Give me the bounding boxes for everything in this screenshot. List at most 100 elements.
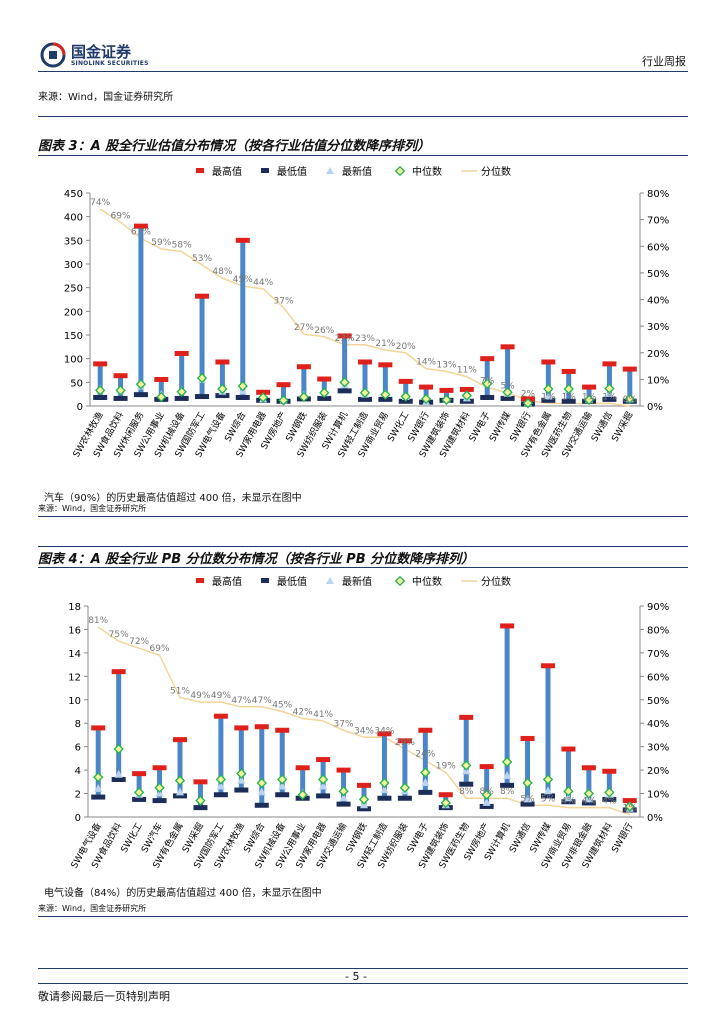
median-marker bbox=[624, 801, 635, 812]
legend-min-swatch bbox=[261, 168, 269, 173]
min-marker bbox=[541, 397, 556, 403]
percentile-label: 45% bbox=[272, 701, 292, 711]
min-marker bbox=[93, 394, 108, 400]
max-marker bbox=[316, 757, 331, 763]
percentile-label: 49% bbox=[211, 691, 231, 701]
min-marker bbox=[215, 393, 230, 399]
latest-marker bbox=[94, 783, 103, 792]
y-tick-label: 18 bbox=[68, 602, 81, 613]
percentile-label: 51% bbox=[170, 686, 190, 696]
latest-marker bbox=[319, 781, 328, 790]
y2-tick-label: 70% bbox=[647, 649, 669, 660]
median-marker bbox=[93, 771, 104, 783]
percentile-label: 8% bbox=[500, 787, 515, 797]
percentile-label: 5% bbox=[541, 794, 556, 804]
min-marker bbox=[602, 396, 617, 402]
median-marker bbox=[543, 383, 554, 395]
max-marker bbox=[234, 725, 249, 731]
latest-marker bbox=[339, 793, 348, 802]
latest-marker bbox=[216, 781, 225, 790]
range-bar bbox=[238, 727, 244, 791]
range-bar bbox=[259, 726, 265, 806]
legend-median-swatch bbox=[394, 575, 406, 587]
percentile-label: 47% bbox=[252, 696, 272, 706]
logo-cn-text: 国金证券 bbox=[71, 43, 132, 61]
percentile-label: 72% bbox=[129, 637, 149, 647]
latest-marker bbox=[257, 787, 266, 796]
percentile-label: 63% bbox=[131, 227, 151, 237]
percentile-label: 48% bbox=[212, 267, 232, 277]
min-marker bbox=[337, 388, 352, 394]
percentile-label: 34% bbox=[354, 726, 374, 736]
median-marker bbox=[481, 789, 492, 800]
y-tick-label: 350 bbox=[64, 236, 83, 247]
latest-marker bbox=[544, 391, 553, 400]
max-marker bbox=[602, 768, 617, 774]
y-tick-label: 0 bbox=[77, 402, 83, 413]
max-marker bbox=[378, 362, 393, 368]
range-bar bbox=[403, 381, 409, 402]
range-bar bbox=[158, 379, 164, 400]
min-marker bbox=[275, 792, 290, 798]
median-marker bbox=[604, 383, 615, 394]
percentile-label: 7% bbox=[480, 376, 495, 386]
max-marker bbox=[398, 378, 413, 384]
max-marker bbox=[113, 373, 128, 379]
max-marker bbox=[358, 359, 372, 365]
min-marker bbox=[234, 787, 249, 793]
max-marker bbox=[193, 779, 208, 785]
y-tick-label: 300 bbox=[64, 260, 83, 271]
y-tick-label: 150 bbox=[64, 331, 83, 342]
max-marker bbox=[235, 237, 250, 243]
range-bar bbox=[279, 730, 285, 795]
median-marker bbox=[237, 380, 248, 392]
y2-tick-label: 60% bbox=[647, 242, 669, 253]
median-marker bbox=[522, 397, 534, 409]
footer-divider bbox=[38, 968, 688, 969]
range-bar bbox=[136, 773, 142, 800]
y2-tick-label: 0% bbox=[647, 813, 663, 824]
range-bar bbox=[402, 740, 408, 799]
y-tick-label: 10 bbox=[68, 696, 81, 707]
min-marker bbox=[358, 396, 372, 402]
min-marker bbox=[91, 794, 106, 800]
median-marker bbox=[317, 774, 329, 785]
max-marker bbox=[154, 376, 169, 382]
median-marker bbox=[297, 789, 308, 800]
range-bar bbox=[505, 346, 511, 399]
latest-marker bbox=[503, 770, 512, 779]
y2-tick-label: 40% bbox=[647, 719, 669, 730]
y2-tick-label: 80% bbox=[647, 189, 669, 200]
percentile-label: 47% bbox=[231, 696, 251, 706]
range-bar bbox=[545, 361, 551, 401]
y-tick-label: 8 bbox=[75, 719, 81, 730]
y-tick-label: 450 bbox=[64, 189, 83, 200]
latest-marker bbox=[176, 787, 184, 796]
max-marker bbox=[215, 359, 230, 365]
y-tick-label: 50 bbox=[70, 378, 83, 389]
legend-max-swatch bbox=[196, 578, 204, 583]
footer-divider-2 bbox=[38, 983, 688, 984]
percentile-label: 14% bbox=[416, 358, 436, 368]
y2-tick-label: 30% bbox=[647, 322, 669, 333]
median-marker bbox=[257, 392, 269, 403]
range-bar bbox=[218, 716, 224, 795]
max-marker bbox=[561, 368, 576, 374]
y-tick-label: 100 bbox=[64, 355, 83, 366]
percentile-label: 5% bbox=[520, 794, 535, 804]
range-bar bbox=[484, 766, 490, 807]
max-marker bbox=[419, 384, 434, 390]
y2-tick-label: 80% bbox=[647, 625, 669, 636]
median-marker bbox=[115, 385, 126, 396]
max-marker bbox=[459, 386, 474, 392]
y-tick-label: 200 bbox=[64, 307, 83, 318]
y-tick-label: 16 bbox=[68, 625, 81, 636]
median-marker bbox=[135, 379, 147, 390]
median-marker bbox=[563, 383, 574, 395]
range-bar bbox=[281, 384, 287, 402]
percentile-label: 1% bbox=[602, 392, 617, 402]
median-marker bbox=[236, 768, 247, 779]
min-marker bbox=[133, 392, 148, 398]
percentile-label: 53% bbox=[192, 254, 212, 264]
median-marker bbox=[522, 777, 533, 789]
